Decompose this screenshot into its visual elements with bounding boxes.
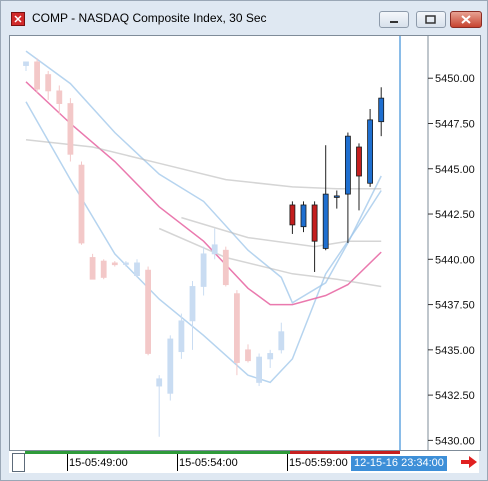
minimize-icon: [390, 21, 398, 23]
candle-up: [134, 262, 140, 276]
candle-up: [200, 253, 207, 287]
title-bar[interactable]: COMP - NASDAQ Composite Index, 30 Sec: [1, 1, 487, 35]
close-button[interactable]: [450, 11, 482, 28]
time-label: 15-05:59:00: [289, 457, 348, 469]
candle-up: [367, 119, 374, 184]
band-upper-line: [25, 50, 382, 304]
time-label: 15-05:54:00: [179, 457, 238, 469]
candle-down: [145, 269, 152, 354]
candle-up: [333, 195, 340, 198]
candle-down: [56, 90, 63, 104]
y-tick-label: 5430.00: [435, 435, 475, 447]
maximize-icon: [425, 15, 436, 24]
candle-down: [222, 249, 229, 286]
gray-level-upper-line: [25, 139, 382, 190]
scroll-progress-red: [290, 451, 400, 454]
window-title: COMP - NASDAQ Composite Index, 30 Sec: [32, 11, 267, 25]
gray-level-mid-line: [181, 216, 382, 248]
candle-up: [278, 331, 285, 351]
y-tick-label: 5447.50: [435, 118, 475, 130]
cursor-time-badge: 12-15-16 23:34:00: [351, 456, 447, 471]
candle-down: [100, 260, 107, 278]
red-right-arrow-icon[interactable]: [460, 454, 478, 470]
candle-down: [111, 262, 118, 266]
candle-down: [289, 204, 296, 226]
candle-down: [78, 164, 85, 244]
app-logo-icon[interactable]: [11, 12, 25, 26]
y-tick-label: 5437.50: [435, 300, 475, 312]
candle-up: [256, 356, 263, 383]
y-tick-label: 5440.00: [435, 254, 475, 266]
candle-up: [189, 286, 196, 322]
scroll-progress-green: [25, 451, 290, 454]
time-scrollbar[interactable]: 15-05:49:00 15-05:54:00 15-05:59:00 12-1…: [9, 451, 479, 473]
band-lower-line: [25, 101, 382, 384]
scroll-thumb[interactable]: [12, 453, 25, 472]
y-tick-label: 5432.50: [435, 390, 475, 402]
candle-down: [245, 349, 251, 362]
y-tick-label: 5435.00: [435, 345, 475, 357]
candle-up: [267, 353, 274, 360]
minimize-button[interactable]: [379, 11, 409, 28]
candle-down: [67, 103, 74, 155]
candle-up: [300, 204, 307, 228]
candle-down: [311, 204, 318, 242]
time-tick: [287, 454, 288, 471]
candle-down: [233, 293, 240, 363]
y-tick-label: 5450.00: [435, 73, 475, 85]
candle-up: [156, 378, 163, 387]
close-icon: [461, 15, 471, 24]
candle-up: [378, 97, 385, 123]
candle-up: [211, 244, 218, 255]
candle-up: [322, 193, 329, 249]
time-label: 15-05:49:00: [69, 457, 128, 469]
candle-down: [89, 257, 96, 280]
chart-area[interactable]: 5450.00 5447.50 5445.00 5442.50 5440.00 5437.…: [9, 35, 481, 451]
candle-down: [356, 146, 362, 177]
candle-up: [123, 262, 129, 265]
candle-up: [167, 338, 174, 394]
time-tick: [177, 454, 178, 471]
candle-down: [34, 61, 41, 90]
maximize-button[interactable]: [416, 11, 446, 28]
candle-up: [344, 135, 351, 195]
candle-down: [45, 74, 52, 92]
candle-up: [23, 61, 29, 66]
candle-up: [178, 320, 185, 353]
y-tick-label: 5445.00: [435, 164, 475, 176]
time-tick: [67, 454, 68, 471]
y-tick-label: 5442.50: [435, 209, 475, 221]
candlestick-chart[interactable]: 5450.00 5447.50 5445.00 5442.50 5440.00 5437.…: [10, 36, 480, 450]
